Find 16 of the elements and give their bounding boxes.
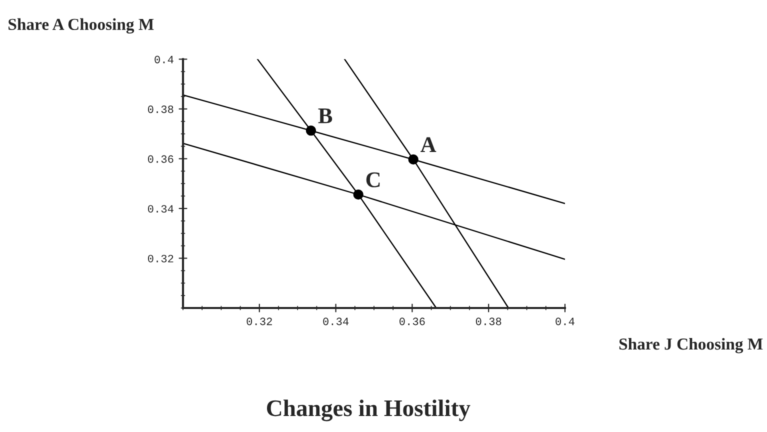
annotation: B xyxy=(318,108,332,124)
x-tick-label: 0.34 xyxy=(323,318,349,326)
y-tick-label: 0.34 xyxy=(148,205,174,213)
y-axis-title: Share A Choosing M xyxy=(8,18,154,34)
y-tick-label: 0.4 xyxy=(154,56,174,64)
x-axis-title: Share J Choosing M xyxy=(619,338,763,354)
annotation: A xyxy=(420,137,436,152)
y-tick-label: 0.36 xyxy=(148,155,174,163)
x-tick-label: 0.32 xyxy=(246,318,272,326)
y-tick-label: 0.32 xyxy=(148,254,174,262)
y-tick-label: 0.38 xyxy=(148,106,174,114)
x-tick-label: 0.4 xyxy=(556,318,574,326)
x-tick-label: 0.38 xyxy=(476,318,502,326)
text: Changes in Hostility xyxy=(266,400,470,422)
annotation: C xyxy=(366,172,380,188)
x-tick-label: 0.36 xyxy=(400,318,425,326)
